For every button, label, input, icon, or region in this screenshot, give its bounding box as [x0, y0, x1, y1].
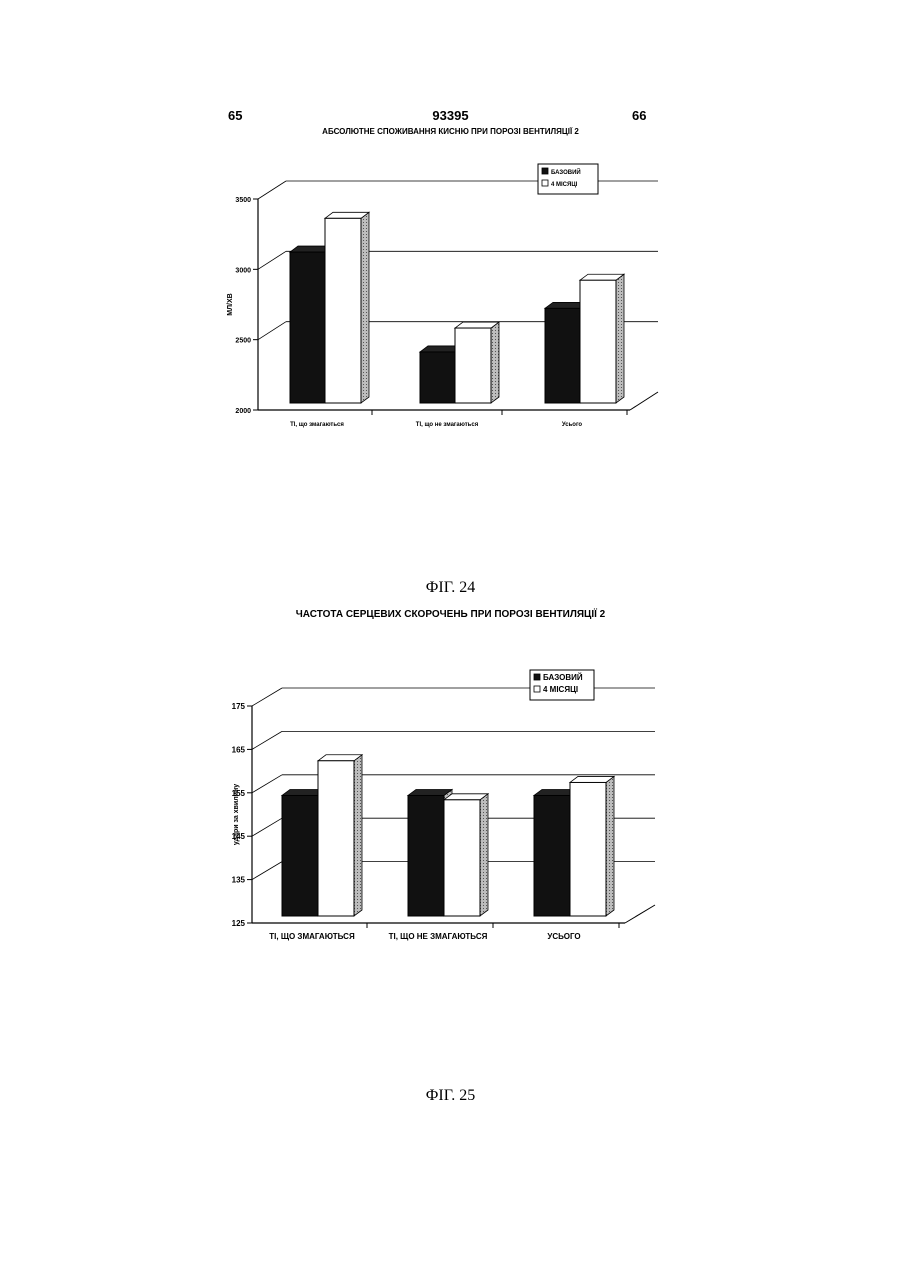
bar-top [580, 274, 624, 280]
x-category-label: ТІ, ЩО НЕ ЗМАГАЮТЬСЯ [389, 932, 488, 941]
y-tick-label: 2000 [235, 408, 251, 415]
bar-front [570, 782, 606, 916]
legend-swatch [534, 674, 540, 680]
legend-label: БАЗОВИЙ [543, 673, 583, 682]
chart-1: 2000 2500 3000 3500 МЛ/ХВ ТІ, що змагаються ТІ… [0, 150, 901, 450]
bar [444, 794, 488, 916]
chart-2: 125135145155165175удари за хвилинуТІ, ЩО… [0, 650, 901, 950]
legend-swatch [542, 180, 548, 186]
bar-side [480, 794, 488, 916]
legend-swatch [542, 168, 548, 174]
gridline-depth [258, 181, 286, 199]
bar-front [290, 252, 326, 403]
y-tick-label: 3500 [235, 197, 251, 204]
bar [580, 274, 624, 403]
x-category-label: ТІ, що змагаються [290, 422, 344, 428]
bar-front [580, 280, 616, 403]
bar-side [361, 212, 369, 403]
gridline-depth [252, 688, 282, 706]
legend-swatch [534, 686, 540, 692]
legend-label: 4 МІСЯЦІ [543, 685, 578, 694]
bar-side [616, 274, 624, 403]
bar [325, 212, 369, 403]
bar-top [318, 755, 362, 761]
bar-top [455, 322, 499, 328]
y-tick-label: 3000 [235, 267, 251, 274]
y-tick-label: 135 [232, 876, 246, 885]
page-number-right: 66 [632, 108, 646, 123]
x-category-label: ТІ, що не змагаються [416, 422, 479, 428]
bar-side [491, 322, 499, 403]
bar-top [408, 789, 452, 795]
figure-caption-25: ФІГ. 25 [0, 1087, 901, 1105]
y-tick-label: 2500 [235, 338, 251, 345]
x-category-label: ТІ, ЩО ЗМАГАЮТЬСЯ [269, 932, 355, 941]
x-category-label: Усього [562, 422, 582, 428]
y-tick-label: 165 [232, 745, 246, 754]
y-axis-label: МЛ/ХВ [227, 293, 234, 315]
chart-1-title: АБСОЛЮТНЕ СПОЖИВАННЯ КИСНЮ ПРИ ПОРОЗІ ВЕ… [0, 127, 901, 136]
bar-front [534, 795, 570, 916]
y-axis-label: удари за хвилину [233, 784, 240, 845]
bar-front [545, 308, 581, 403]
bar-front [318, 761, 354, 916]
y-tick-label: 125 [232, 919, 246, 928]
chart-2-title: ЧАСТОТА СЕРЦЕВИХ СКОРОЧЕНЬ ПРИ ПОРОЗІ ВЕ… [0, 609, 901, 620]
gridline-depth [258, 322, 286, 340]
bar-side [606, 776, 614, 916]
gridline-depth [252, 862, 282, 880]
y-tick-label: 175 [232, 702, 246, 711]
gridline-depth [252, 818, 282, 836]
bar-front [408, 795, 444, 916]
bar-top [444, 794, 488, 800]
bar [455, 322, 499, 403]
legend-label: БАЗОВИЙ [551, 168, 581, 176]
document-number: 93395 [0, 108, 901, 123]
gridline-depth [258, 251, 286, 269]
floor-edge [630, 392, 658, 410]
bar-front [325, 218, 361, 403]
bar-front [420, 352, 456, 403]
bar [570, 776, 614, 916]
gridline-depth [252, 731, 282, 749]
legend-label: 4 МІСЯЦІ [551, 182, 578, 188]
x-category-label: УСЬОГО [547, 932, 580, 941]
bar-front [444, 800, 480, 916]
bar-side [354, 755, 362, 916]
bar-top [570, 776, 614, 782]
bar-top [325, 212, 369, 218]
bar-front [282, 795, 318, 916]
bar-front [455, 328, 491, 403]
figure-caption-24: ФІГ. 24 [0, 579, 901, 597]
bar [318, 755, 362, 916]
gridline-depth [252, 775, 282, 793]
floor-edge [625, 905, 655, 923]
